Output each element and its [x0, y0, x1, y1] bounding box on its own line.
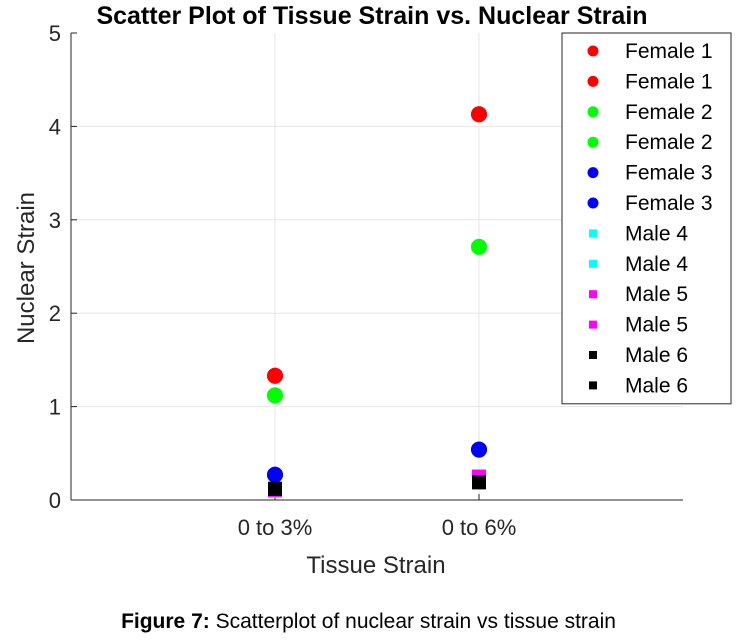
- point-female-1: [267, 367, 283, 384]
- point-female-3: [267, 466, 283, 483]
- legend-label: Female 3: [625, 192, 713, 215]
- legend-label: Female 1: [625, 70, 713, 93]
- legend-marker: [589, 290, 597, 299]
- legend-label: Male 6: [625, 344, 688, 367]
- legend-marker: [587, 136, 599, 148]
- legend-label: Female 1: [625, 40, 713, 63]
- legend-label: Male 5: [625, 283, 688, 306]
- legend-marker: [589, 229, 597, 238]
- legend: Female 1 Female 1 Female 2 Female 2 Female 3…: [561, 32, 732, 405]
- legend-marker: [587, 45, 599, 57]
- legend-label: Female 3: [625, 162, 713, 185]
- y-tick-label: 0: [49, 488, 61, 513]
- point-female-1: [471, 106, 487, 123]
- scatter-chart: Scatter Plot of Tissue Strain vs. Nuclea…: [13, 2, 732, 579]
- y-tick-label: 3: [49, 208, 61, 233]
- legend-label: Male 6: [625, 374, 688, 397]
- legend-label: Male 4: [625, 222, 688, 245]
- y-tick-label: 1: [49, 395, 61, 420]
- legend-marker: [587, 75, 599, 87]
- plot-area: 0 1 2 3 4 5 0 to 3% 0 to 6%: [49, 21, 683, 540]
- y-tick-label: 5: [49, 21, 61, 46]
- legend-label: Female 2: [625, 131, 713, 154]
- caption-text: Scatterplot of nuclear strain vs tissue …: [209, 610, 616, 633]
- legend-box: [561, 32, 732, 405]
- legend-marker: [589, 259, 597, 268]
- legend-marker: [589, 381, 597, 390]
- legend-label: Male 4: [625, 253, 688, 276]
- x-tick-label: 0 to 6%: [442, 515, 517, 540]
- chart-title: Scatter Plot of Tissue Strain vs. Nuclea…: [96, 2, 647, 30]
- x-tick-label: 0 to 3%: [238, 515, 313, 540]
- point-male-6: [472, 475, 486, 490]
- legend-marker: [587, 106, 599, 118]
- legend-label: Female 2: [625, 101, 713, 124]
- y-tick-label: 2: [49, 301, 61, 326]
- point-male-6: [268, 481, 282, 496]
- legend-marker: [589, 320, 597, 329]
- y-axis-label: Nuclear Strain: [13, 192, 40, 344]
- legend-marker: [587, 197, 599, 209]
- y-tick-label: 4: [49, 114, 61, 139]
- point-female-2: [267, 387, 283, 404]
- x-axis-label: Tissue Strain: [306, 552, 445, 579]
- caption-label: Figure 7:: [121, 610, 210, 633]
- figure-caption: Figure 7: Scatterplot of nuclear strain …: [0, 610, 737, 634]
- legend-marker: [587, 167, 599, 179]
- legend-marker: [589, 351, 597, 359]
- point-female-3: [471, 441, 487, 458]
- legend-label: Male 5: [625, 314, 688, 337]
- point-female-2: [471, 238, 487, 255]
